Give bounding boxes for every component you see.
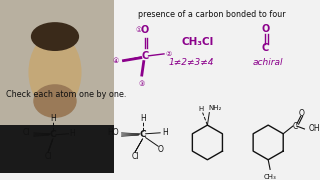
Text: O: O	[261, 24, 269, 34]
Ellipse shape	[33, 84, 77, 118]
Text: C: C	[140, 130, 146, 139]
Text: O: O	[157, 145, 163, 154]
Text: H: H	[198, 106, 203, 112]
Text: presence of a carbon bonded to four: presence of a carbon bonded to four	[139, 10, 286, 19]
Bar	[0, 125, 114, 173]
Text: H: H	[50, 114, 56, 123]
Ellipse shape	[28, 34, 82, 111]
Text: CH₃: CH₃	[264, 174, 276, 180]
Text: Cl: Cl	[22, 128, 30, 137]
Text: HO: HO	[107, 128, 119, 137]
Text: Cl: Cl	[44, 152, 52, 161]
Text: C: C	[262, 43, 269, 53]
Text: Cl: Cl	[131, 152, 139, 161]
Text: H: H	[69, 129, 75, 138]
Text: OH: OH	[308, 124, 320, 133]
Text: ③: ③	[139, 81, 145, 87]
Text: H: H	[162, 128, 168, 137]
Ellipse shape	[31, 22, 79, 51]
Text: C: C	[292, 122, 297, 130]
Text: O: O	[299, 109, 305, 118]
Text: O: O	[140, 25, 149, 35]
Text: NH₂: NH₂	[208, 105, 222, 111]
Text: 1≠2≠3≠4: 1≠2≠3≠4	[168, 58, 214, 67]
Text: Check each atom one by one.: Check each atom one by one.	[6, 89, 126, 98]
Text: achiral: achiral	[253, 58, 284, 67]
Text: C: C	[50, 130, 56, 139]
Text: CH₃Cl: CH₃Cl	[182, 37, 214, 47]
Bar	[0, 0, 114, 173]
Text: ④: ④	[113, 58, 119, 64]
Text: C: C	[141, 51, 148, 61]
Text: H: H	[140, 114, 146, 123]
Text: ②: ②	[166, 51, 172, 57]
Text: ①: ①	[136, 27, 142, 33]
